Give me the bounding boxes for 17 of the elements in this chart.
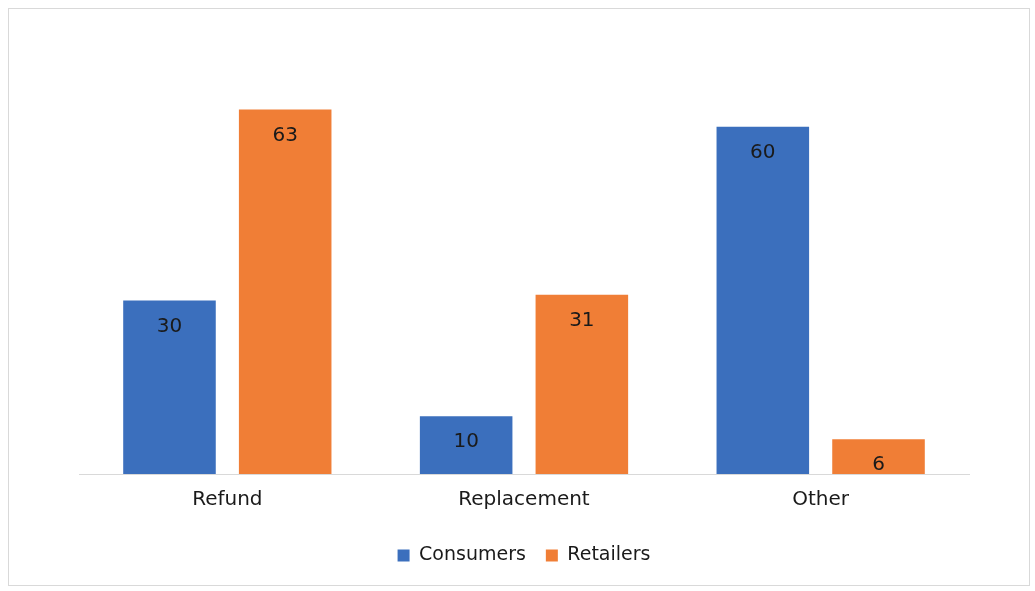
data-label: 6 (872, 451, 885, 476)
x-tick-label: Other (792, 486, 850, 511)
data-label: 30 (156, 312, 183, 337)
bar (716, 126, 810, 474)
bar (238, 109, 332, 474)
data-label: 10 (453, 428, 479, 453)
data-label: 63 (272, 121, 298, 146)
bar (535, 294, 629, 474)
bar (419, 416, 513, 474)
data-label: 60 (750, 139, 776, 164)
legend-label: Retailers (567, 542, 651, 565)
bar (123, 300, 216, 474)
legend-label: Consumers (419, 542, 526, 565)
x-tick-label: Refund (192, 486, 263, 511)
x-tick-label: Replacement (458, 486, 590, 511)
data-label: 31 (569, 306, 595, 331)
bar (832, 439, 925, 474)
